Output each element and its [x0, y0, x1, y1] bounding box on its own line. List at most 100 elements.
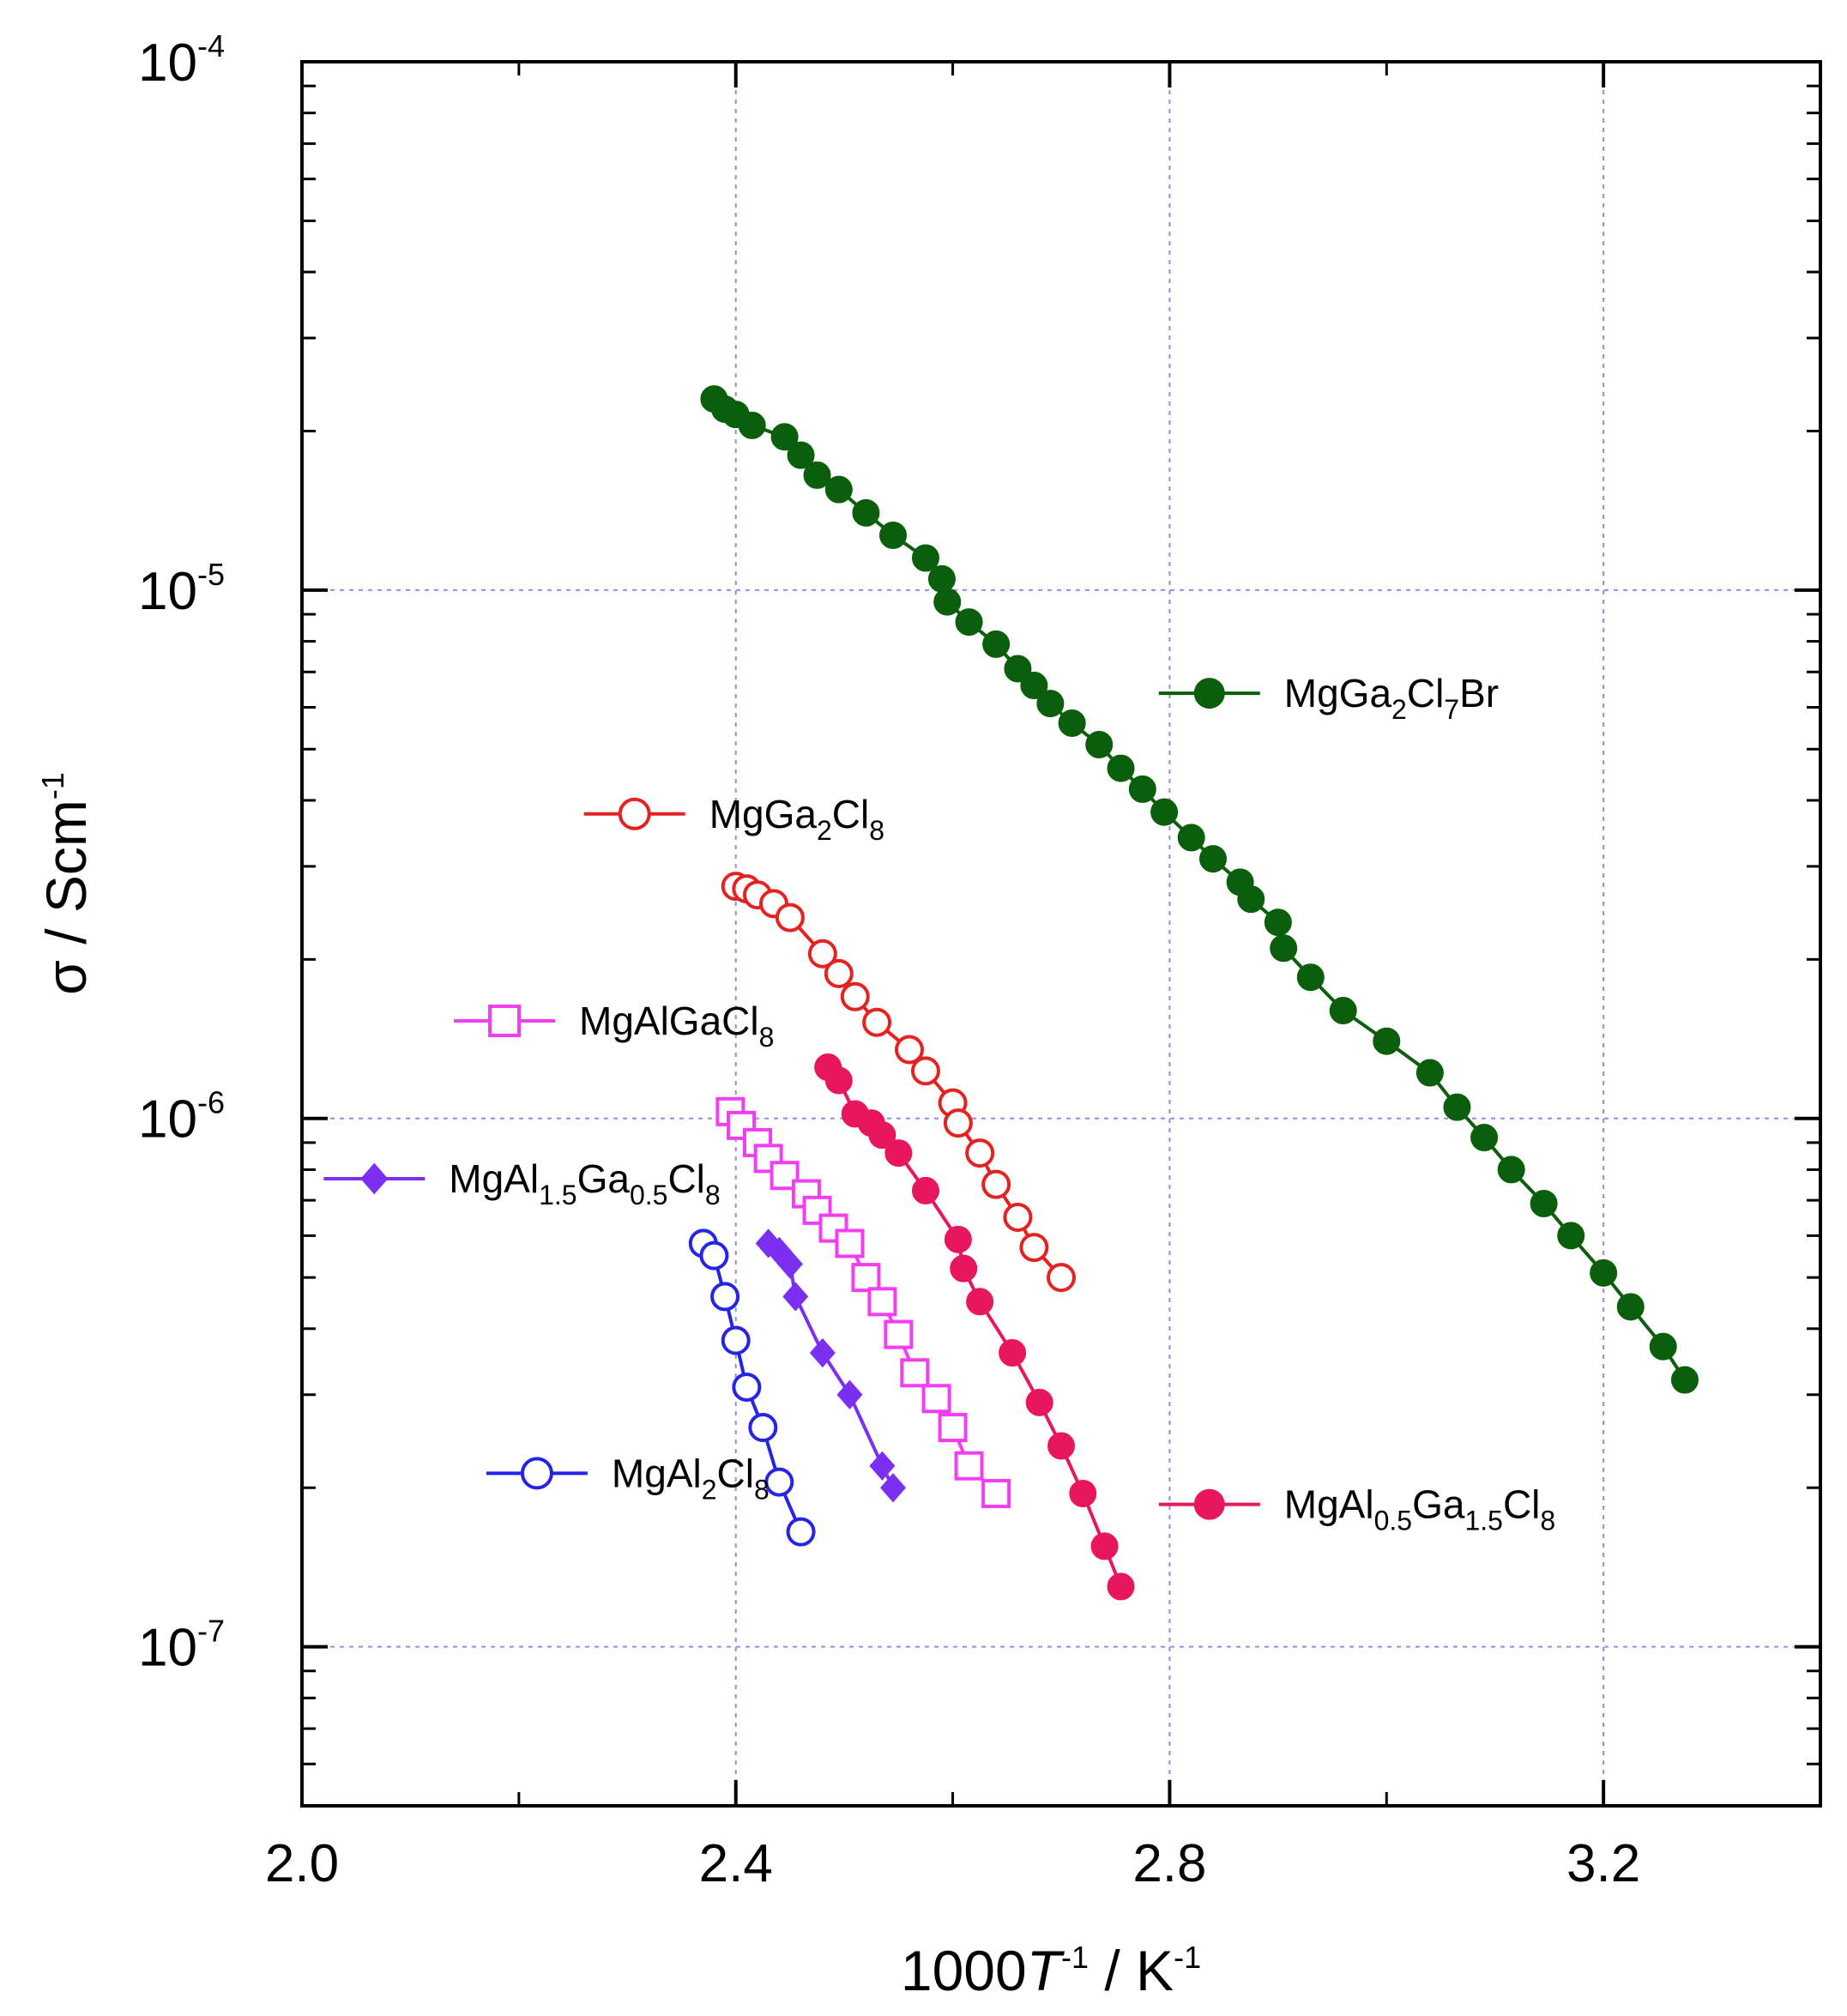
legend-entry-mgal2cl8: MgAl2Cl8 [486, 1451, 770, 1505]
data-point-mgal05ga15cl8 [1069, 1479, 1097, 1507]
legend-entry-mgga2cl8: MgGa2Cl8 [583, 792, 884, 846]
data-point-mgal05ga15cl8 [999, 1338, 1027, 1367]
gridlines [302, 62, 1820, 1806]
data-point-mgga2cl7br [1530, 1189, 1558, 1217]
legend-text-part: Br [1459, 671, 1499, 715]
data-point-mgga2cl7br [1470, 1124, 1499, 1152]
legend-marker-mgal15ga05cl8 [360, 1162, 389, 1195]
data-point-mgal05ga15cl8 [966, 1288, 994, 1316]
data-point-mgalgacl8 [753, 1144, 783, 1174]
data-point-mgga2cl7br [824, 475, 853, 504]
y-tick-exponent: -5 [197, 557, 225, 592]
y-tick-exponent: -6 [197, 1085, 225, 1120]
x-tick-label: 3.2 [1566, 1834, 1640, 1893]
data-point-mgal15ga05cl8 [836, 1379, 863, 1409]
legend-text-part: Cl [1503, 1482, 1540, 1527]
data-point-mgga2cl8 [1003, 1202, 1033, 1232]
data-point-mgga2cl7br [1443, 1093, 1471, 1121]
data-point-mgga2cl7br [1004, 655, 1032, 683]
legend-label-mgal15ga05cl8: MgAl1.5Ga0.5Cl8 [449, 1156, 720, 1210]
data-point-mgga2cl8 [807, 939, 837, 969]
legend-text-part: Ga [577, 1156, 631, 1201]
data-point-mgga2cl8 [824, 958, 854, 988]
data-point-mgga2cl7br [1199, 845, 1227, 873]
series-mgga2cl8 [721, 872, 1076, 1293]
data-point-mgga2cl8 [775, 902, 805, 933]
data-point-mgal2cl8 [721, 1325, 751, 1355]
data-point-mgal2cl8 [786, 1517, 816, 1547]
data-point-mgalgacl8 [938, 1413, 968, 1443]
legend-text-part: Cl [667, 1156, 704, 1201]
legend-subscript: 7 [1444, 694, 1459, 725]
data-point-mgalgacl8 [818, 1213, 848, 1243]
data-point-mgga2cl7br [1177, 824, 1205, 852]
data-point-mgga2cl7br [1373, 1027, 1401, 1055]
data-point-mgal2cl8 [732, 1372, 762, 1402]
legend-subscript: 1.5 [1464, 1506, 1502, 1536]
legend-subscript: 8 [759, 1022, 775, 1053]
data-point-mgga2cl7br [1616, 1293, 1645, 1321]
legend-text-part: MgAlGaCl [579, 999, 759, 1043]
y-axis-title: σ / Scm-1 [34, 772, 98, 995]
data-point-mgalgacl8 [867, 1287, 897, 1317]
legend-marker-mgal05ga15cl8 [1193, 1488, 1225, 1520]
series-mgal05ga15cl8 [814, 1053, 1135, 1601]
data-point-mgal05ga15cl8 [1090, 1532, 1119, 1560]
data-point-mgga2cl7br [933, 588, 962, 616]
x-tick-label: 2.0 [265, 1834, 339, 1893]
data-point-mgga2cl7br [852, 498, 880, 527]
series-mgalgacl8 [715, 1096, 1011, 1508]
legend-text-part: Ga [1412, 1482, 1465, 1527]
legend-label-mgal05ga15cl8: MgAl0.5Ga1.5Cl8 [1284, 1482, 1555, 1536]
legend-marker-mgga2cl8 [618, 797, 651, 830]
data-point-mgga2cl7br [770, 423, 799, 451]
y-tick-label: 10-4 [138, 28, 225, 93]
data-point-mgal2cl8 [764, 1467, 794, 1497]
data-point-mgga2cl7br [1497, 1156, 1525, 1184]
x-axis-title: 1000T-1 / K-1 [901, 1939, 1201, 2002]
y-tick-base: 10 [138, 562, 197, 621]
series-mgga2cl7br [700, 385, 1699, 1394]
data-series [688, 385, 1699, 1601]
legend-label-mgal2cl8: MgAl2Cl8 [612, 1451, 770, 1505]
data-point-mgalgacl8 [921, 1384, 951, 1414]
data-point-mgalgacl8 [835, 1228, 865, 1258]
data-point-mgga2cl7br [787, 441, 815, 469]
data-point-mgal2cl8 [699, 1240, 729, 1271]
y-axis-label-exponent: -1 [35, 772, 70, 800]
data-point-mgga2cl7br [1557, 1222, 1585, 1250]
y-tick-base: 10 [138, 1090, 197, 1150]
legend-text-part: MgAl [612, 1451, 702, 1495]
legend-subscript: 8 [754, 1474, 770, 1505]
data-point-mgga2cl7br [911, 544, 939, 572]
data-point-mgalgacl8 [900, 1358, 930, 1388]
data-point-mgga2cl8 [1019, 1233, 1049, 1263]
x-axis-variable-exponent: -1 [1061, 1940, 1089, 1975]
data-point-mgal05ga15cl8 [884, 1139, 913, 1168]
legend-text-part: MgAl [449, 1156, 539, 1201]
y-tick-exponent: -4 [197, 28, 225, 63]
y-tick-base: 10 [138, 33, 197, 93]
legend-entry-mgalgacl8: MgAlGaCl8 [454, 999, 774, 1053]
legend-subscript: 1.5 [539, 1180, 576, 1210]
series-mgal2cl8 [688, 1228, 816, 1547]
plot-frame [300, 60, 1822, 1808]
data-point-mgga2cl8 [840, 981, 870, 1011]
y-tick-label: 10-7 [138, 1614, 225, 1678]
legend-marker-mgal2cl8 [520, 1457, 553, 1490]
data-point-mgga2cl8 [1047, 1263, 1076, 1293]
data-point-mgga2cl7br [927, 564, 956, 593]
data-point-mgal05ga15cl8 [950, 1254, 978, 1283]
data-point-mgga2cl7br [1329, 997, 1357, 1025]
data-point-mgal05ga15cl8 [1047, 1432, 1075, 1460]
data-point-mgga2cl8 [981, 1169, 1011, 1199]
y-tick-exponent: -7 [197, 1614, 225, 1649]
data-point-mgga2cl7br [1296, 963, 1325, 992]
data-point-mgga2cl7br [982, 630, 1011, 658]
x-axis-unit-exponent: -1 [1174, 1940, 1201, 1975]
data-point-mgga2cl7br [1085, 730, 1114, 758]
data-point-mgal05ga15cl8 [1025, 1388, 1053, 1416]
data-point-mgga2cl7br [1264, 908, 1292, 937]
